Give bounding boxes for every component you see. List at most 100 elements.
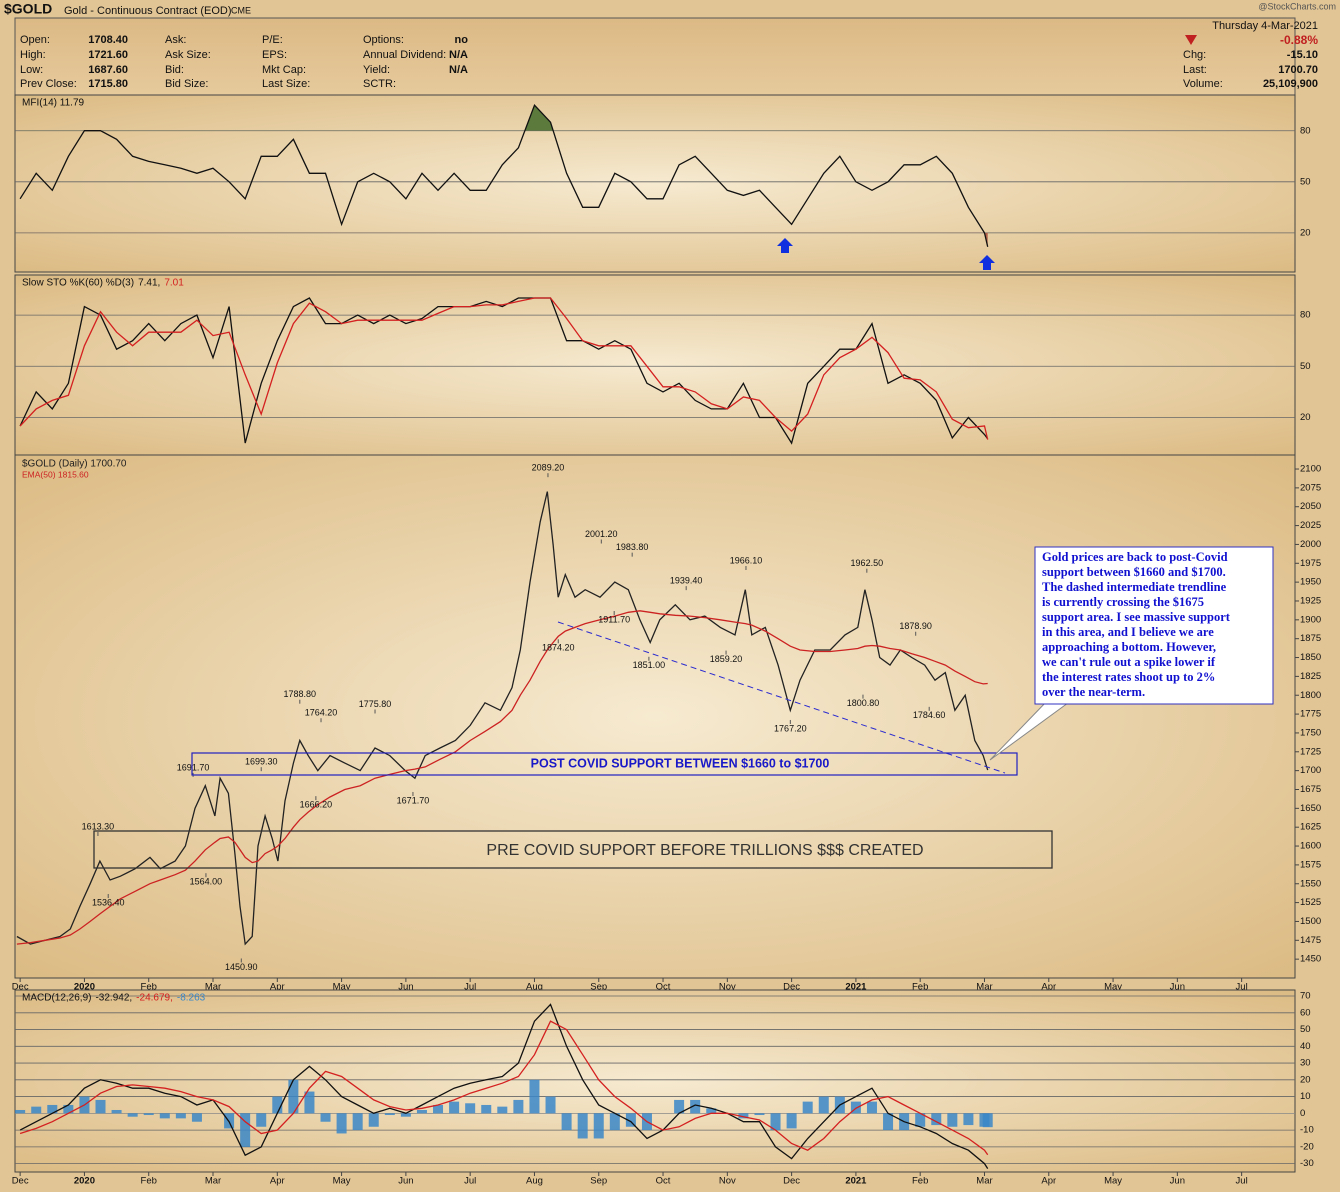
y-tick-label: 80 xyxy=(1300,310,1311,321)
histogram-bar xyxy=(127,1113,138,1117)
down-triangle xyxy=(1185,35,1197,45)
peak-label: 2089.20 xyxy=(532,463,565,473)
x-tick-label: May xyxy=(333,1176,351,1187)
peak-label: 1564.00 xyxy=(190,877,223,887)
y-tick-label: 1550 xyxy=(1300,878,1321,889)
series-line xyxy=(19,103,989,247)
histogram-bar xyxy=(883,1113,894,1131)
peak-label: 1939.40 xyxy=(670,575,703,585)
callout-line: the interest rates shoot up to 2% xyxy=(1042,670,1215,684)
quote-value: 25,109,900 xyxy=(1263,78,1318,90)
series-line xyxy=(19,297,989,445)
panel xyxy=(14,94,1296,273)
x-tick-label: 2021 xyxy=(845,982,867,993)
x-tick-label: Dec xyxy=(783,982,800,993)
y-tick-label: 2025 xyxy=(1300,520,1321,531)
histogram-bar xyxy=(191,1113,202,1122)
histogram-bar xyxy=(400,1113,411,1117)
y-tick-label: 1875 xyxy=(1300,633,1321,644)
y-tick-label: 50 xyxy=(1300,176,1311,187)
x-tick-label: Mar xyxy=(205,982,221,993)
stat-value: 1708.40 xyxy=(88,34,128,46)
x-tick-label: Dec xyxy=(783,1176,800,1187)
callout-line: is currently crossing the $1675 xyxy=(1042,595,1204,609)
stat-value: no xyxy=(455,34,469,46)
panel-title: MACD(12,26,9) xyxy=(22,993,91,1004)
histogram-bar xyxy=(625,1113,636,1127)
histogram-bar xyxy=(143,1113,154,1116)
y-tick-label: 1725 xyxy=(1300,746,1321,757)
x-tick-label: 2020 xyxy=(74,1176,95,1187)
histogram-bar xyxy=(738,1113,749,1119)
pre-covid-box xyxy=(93,830,1053,869)
x-tick-label: 2020 xyxy=(74,982,95,993)
histogram-bar xyxy=(609,1113,620,1131)
header: $GOLD Gold - Continuous Contract (EOD) C… xyxy=(4,1,1336,90)
histogram-bar xyxy=(497,1106,508,1114)
y-tick-label: 20 xyxy=(1300,412,1311,423)
histogram-bar xyxy=(529,1079,540,1114)
peak-label: 1911.70 xyxy=(598,614,630,624)
histogram-bar xyxy=(15,1109,26,1114)
y-tick-label: -30 xyxy=(1300,1158,1314,1169)
peak-label: 1671.70 xyxy=(397,795,430,805)
histogram-bar xyxy=(320,1113,331,1122)
series-line xyxy=(16,610,988,945)
stat-value: N/A xyxy=(449,64,468,76)
y-tick-label: 50 xyxy=(1300,1024,1311,1035)
x-tick-label: Jul xyxy=(1236,1176,1248,1187)
x-tick-label: Mar xyxy=(976,1176,992,1187)
legend-entry: $GOLD (Daily) 1700.70 xyxy=(22,459,127,470)
post-covid-label: POST COVID SUPPORT BETWEEN $1660 to $170… xyxy=(531,756,830,770)
x-tick-label: Sep xyxy=(590,1176,607,1187)
x-tick-label: Sep xyxy=(590,982,607,993)
stat-label: Yield: xyxy=(363,64,390,76)
stat-label: Annual Dividend: xyxy=(363,49,446,61)
y-tick-label: 10 xyxy=(1300,1091,1311,1102)
x-tick-label: Jul xyxy=(1236,982,1248,993)
series-line xyxy=(16,491,989,946)
x-tick-label: Apr xyxy=(1041,982,1056,993)
histogram-bar xyxy=(915,1113,926,1127)
peak-label: 1613.30 xyxy=(82,821,115,831)
histogram-bar xyxy=(674,1099,685,1114)
stat-value: 1687.60 xyxy=(88,64,128,76)
callout-line: The dashed intermediate trendline xyxy=(1042,580,1227,594)
stat-value: 1715.80 xyxy=(88,78,128,90)
panel xyxy=(14,454,1296,979)
peak-label: 1691.70 xyxy=(177,762,210,772)
histogram-bar xyxy=(175,1113,186,1119)
x-tick-label: Nov xyxy=(719,982,736,993)
x-tick-label: Mar xyxy=(205,1176,221,1187)
peak-label: 1874.20 xyxy=(542,643,575,653)
quote-label: Volume: xyxy=(1183,78,1223,90)
y-tick-label: 1625 xyxy=(1300,822,1321,833)
histogram-bar xyxy=(947,1113,958,1127)
peak-label: 1788.80 xyxy=(284,689,317,699)
callout-line: in this area, and I believe we are xyxy=(1042,625,1214,639)
y-tick-label: 1525 xyxy=(1300,897,1321,908)
header-panel xyxy=(14,17,1296,96)
peak-label: 1983.80 xyxy=(616,542,649,552)
series-line xyxy=(19,297,989,440)
stat-label: Ask: xyxy=(165,34,186,46)
callout-text: Gold prices are back to post-Covid suppor… xyxy=(1042,550,1231,699)
histogram-bar xyxy=(416,1109,427,1114)
x-tick-label: Apr xyxy=(270,1176,285,1187)
x-tick-label: May xyxy=(333,982,351,993)
y-tick-label: -20 xyxy=(1300,1141,1314,1152)
peak-label: 1962.50 xyxy=(851,558,884,568)
histogram-bar xyxy=(47,1104,58,1114)
histogram-bar xyxy=(336,1113,347,1134)
histogram-bar xyxy=(802,1101,813,1114)
histogram-bar xyxy=(352,1113,363,1131)
y-tick-label: 80 xyxy=(1300,125,1311,136)
peak-label: 1764.20 xyxy=(305,708,338,718)
x-tick-label: Nov xyxy=(719,1176,736,1187)
pre-covid-label: PRE COVID SUPPORT BEFORE TRILLIONS $$$ C… xyxy=(486,842,923,859)
histogram-bar xyxy=(513,1099,524,1114)
y-tick-label: 30 xyxy=(1300,1058,1311,1069)
histogram-bar xyxy=(770,1113,781,1131)
peak-label: 1767.20 xyxy=(774,723,807,733)
trendline xyxy=(557,621,1006,774)
